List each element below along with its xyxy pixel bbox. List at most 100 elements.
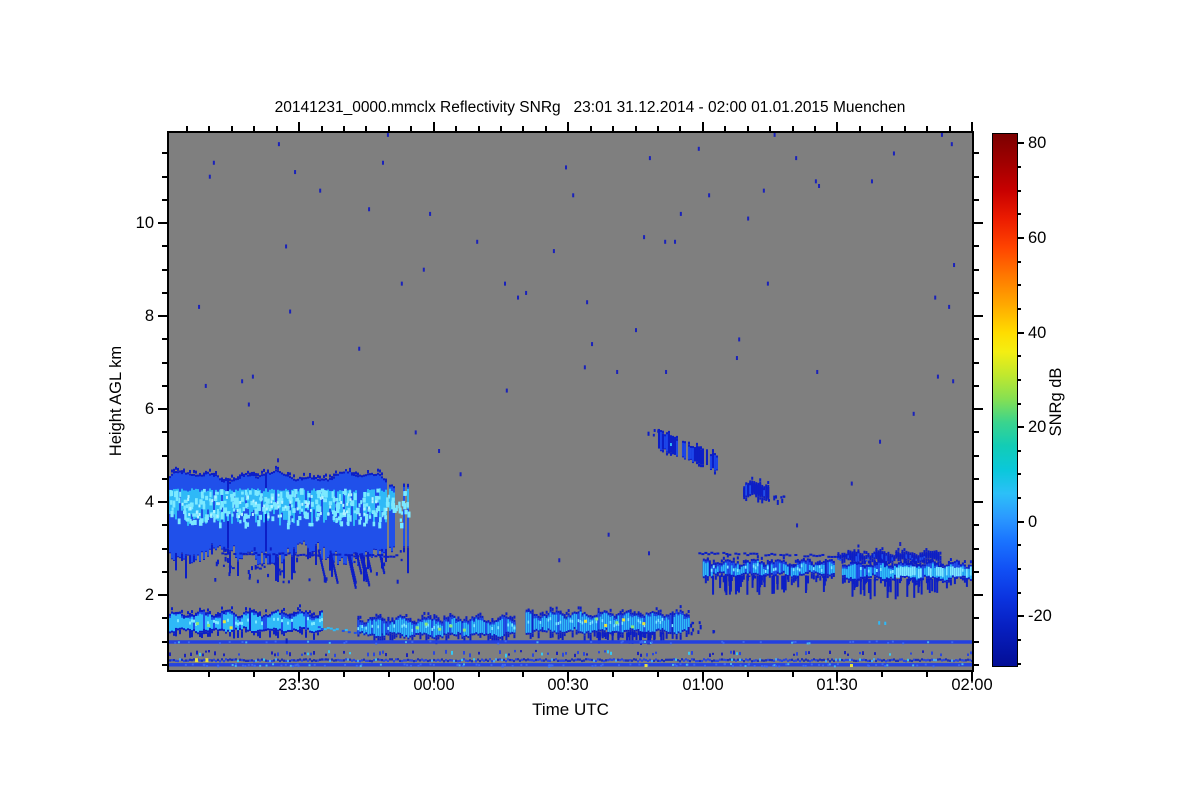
colorbar-tick: [1018, 473, 1021, 475]
x-axis-title: Time UTC: [532, 700, 609, 719]
axis-tick: [162, 269, 167, 271]
axis-tick: [974, 478, 979, 480]
axis-tick: [769, 126, 771, 131]
axis-tick: [971, 122, 973, 131]
axis-tick: [343, 126, 345, 131]
axis-tick: [410, 126, 412, 131]
axis-tick: [974, 431, 979, 433]
colorbar-tick: [1018, 308, 1021, 310]
axis-tick: [455, 126, 457, 131]
colorbar-tick-label: 60: [1028, 229, 1047, 247]
axis-tick: [253, 672, 255, 677]
axis-tick: [974, 292, 979, 294]
axis-tick: [433, 122, 435, 131]
axis-tick: [792, 126, 794, 131]
axis-tick: [612, 126, 614, 131]
axis-tick: [500, 126, 502, 131]
y-tick-label: 4: [144, 493, 154, 511]
axis-tick: [859, 126, 861, 131]
axis-tick: [612, 672, 614, 677]
axis-tick: [162, 524, 167, 526]
colorbar-tick-label: 40: [1028, 324, 1047, 342]
axis-tick: [298, 672, 300, 681]
axis-tick: [974, 408, 983, 410]
axis-tick: [162, 617, 167, 619]
axis-tick: [231, 126, 233, 131]
axis-tick: [208, 126, 210, 131]
axis-tick: [702, 672, 704, 681]
axis-tick: [974, 315, 983, 317]
axis-tick: [974, 362, 979, 364]
axis-tick: [162, 431, 167, 433]
colorbar-title: SNRg dB: [1047, 367, 1065, 437]
colorbar-tick: [1018, 497, 1021, 499]
axis-tick: [162, 199, 167, 201]
axis-tick: [635, 126, 637, 131]
axis-tick: [522, 672, 524, 677]
axis-tick: [162, 338, 167, 340]
axis-tick: [747, 672, 749, 677]
colorbar-tick: [1018, 615, 1024, 617]
y-tick-label: 10: [135, 214, 154, 232]
colorbar-tick: [1018, 426, 1024, 428]
axis-tick: [478, 672, 480, 677]
axis-tick: [276, 126, 278, 131]
axis-tick: [162, 548, 167, 550]
axis-tick: [162, 571, 167, 573]
axis-tick: [792, 672, 794, 677]
axis-tick: [567, 672, 569, 681]
axis-tick: [974, 245, 979, 247]
axis-tick: [974, 269, 979, 271]
axis-tick: [158, 501, 167, 503]
axis-tick: [974, 664, 979, 666]
colorbar-tick: [1018, 379, 1021, 381]
axis-tick: [926, 126, 928, 131]
axis-tick: [590, 126, 592, 131]
axis-tick: [162, 664, 167, 666]
axis-tick: [162, 362, 167, 364]
axis-tick: [881, 672, 883, 677]
axis-tick: [881, 126, 883, 131]
axis-tick: [343, 672, 345, 677]
axis-tick: [321, 126, 323, 131]
axis-tick: [747, 126, 749, 131]
axis-tick: [158, 222, 167, 224]
axis-tick: [974, 501, 983, 503]
axis-tick: [974, 594, 983, 596]
axis-tick: [926, 672, 928, 677]
axis-tick: [162, 641, 167, 643]
axis-tick: [836, 122, 838, 131]
axis-tick: [971, 672, 973, 681]
colorbar-tick-label: 0: [1028, 513, 1038, 531]
colorbar-tick: [1018, 142, 1024, 144]
x-tick-label: 00:30: [547, 676, 589, 694]
axis-tick: [724, 126, 726, 131]
colorbar-tick: [1018, 237, 1024, 239]
axis-tick: [567, 122, 569, 131]
colorbar-tick: [1018, 544, 1021, 546]
axis-tick: [253, 126, 255, 131]
axis-tick: [186, 126, 188, 131]
axis-tick: [702, 122, 704, 131]
axis-tick: [974, 152, 979, 154]
axis-tick: [679, 126, 681, 131]
axis-tick: [904, 126, 906, 131]
axis-tick: [974, 385, 979, 387]
axis-tick: [162, 478, 167, 480]
axis-tick: [478, 126, 480, 131]
colorbar-tick: [1018, 568, 1021, 570]
x-tick-label: 23:30: [278, 676, 320, 694]
y-tick-label: 6: [144, 400, 154, 418]
colorbar-tick-label: 80: [1028, 134, 1047, 152]
axis-tick: [836, 672, 838, 681]
axis-tick: [158, 315, 167, 317]
colorbar-tick-label: 20: [1028, 418, 1047, 436]
axis-tick: [162, 292, 167, 294]
axis-tick: [974, 338, 979, 340]
colorbar-tick: [1018, 521, 1024, 523]
axis-tick: [162, 455, 167, 457]
colorbar-tick: [1018, 663, 1021, 665]
colorbar-tick: [1018, 166, 1021, 168]
y-tick-label: 8: [144, 307, 154, 325]
y-tick-label: 2: [144, 586, 154, 604]
